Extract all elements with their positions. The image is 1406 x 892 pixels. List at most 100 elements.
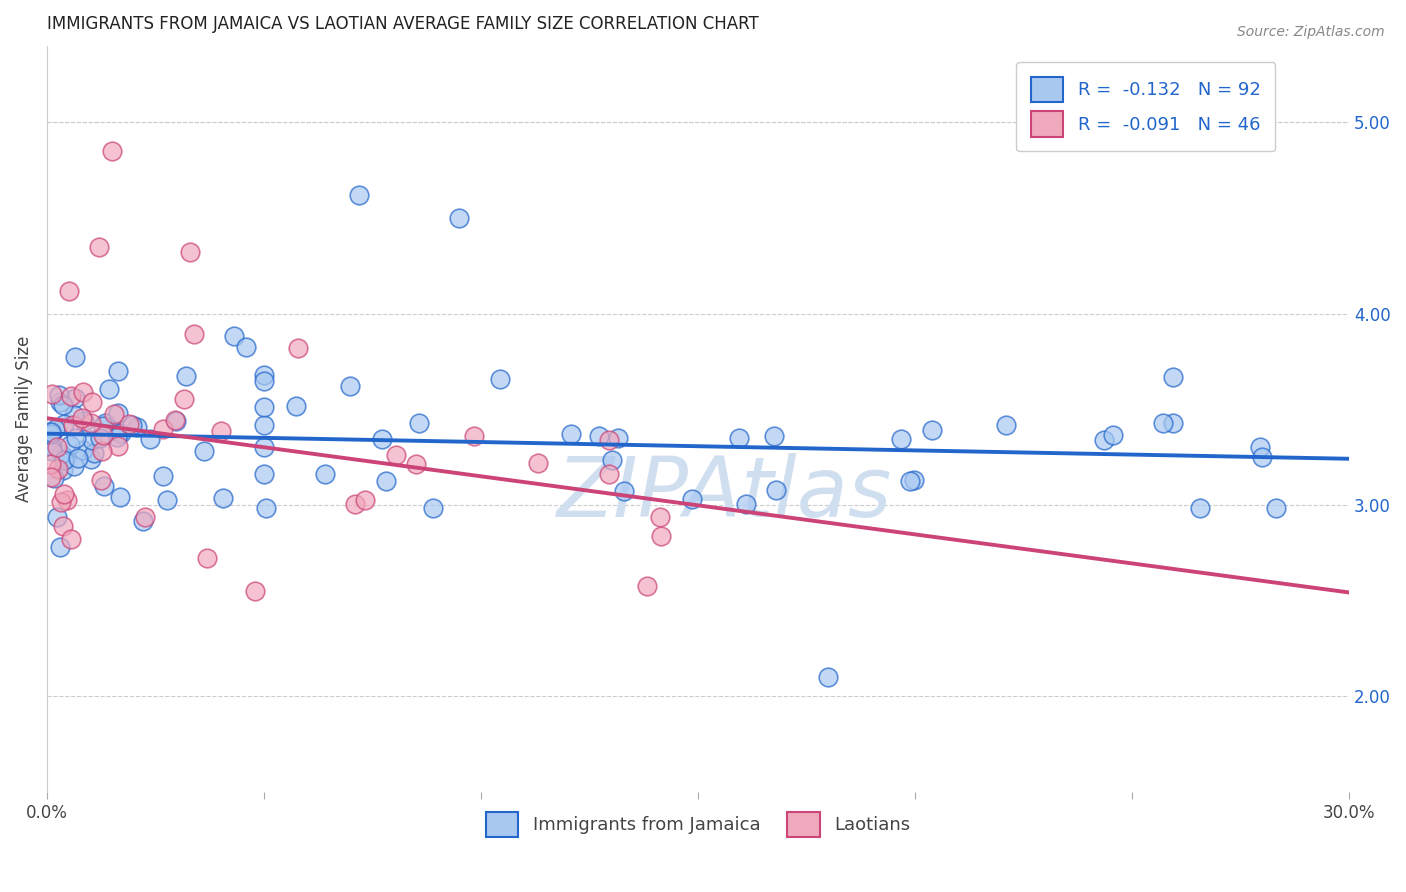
Point bbox=[42, 471, 65, 485]
Point bbox=[80, 452, 103, 467]
Point bbox=[41, 386, 63, 401]
Point bbox=[110, 426, 132, 441]
Y-axis label: Average Family Size: Average Family Size bbox=[15, 335, 32, 502]
Point bbox=[53, 417, 76, 431]
Point bbox=[253, 368, 276, 383]
Point bbox=[39, 425, 62, 439]
Point bbox=[762, 429, 785, 443]
Point bbox=[93, 479, 115, 493]
Point bbox=[287, 341, 309, 355]
Point bbox=[254, 500, 277, 515]
Point bbox=[176, 369, 198, 384]
Point bbox=[107, 439, 129, 453]
Point bbox=[46, 461, 69, 475]
Point bbox=[101, 144, 124, 158]
Point bbox=[1249, 440, 1271, 454]
Point bbox=[52, 463, 75, 477]
Point bbox=[52, 398, 75, 412]
Point bbox=[314, 467, 336, 481]
Point bbox=[39, 470, 62, 484]
Point bbox=[253, 417, 276, 432]
Point bbox=[195, 551, 218, 566]
Point bbox=[82, 433, 104, 447]
Point bbox=[1161, 370, 1184, 384]
Point bbox=[91, 427, 114, 442]
Point bbox=[253, 400, 276, 414]
Point bbox=[72, 443, 94, 458]
Point bbox=[488, 372, 510, 386]
Point bbox=[600, 452, 623, 467]
Point bbox=[39, 439, 62, 453]
Point bbox=[1161, 416, 1184, 430]
Point bbox=[1102, 428, 1125, 442]
Point bbox=[152, 422, 174, 436]
Point bbox=[83, 446, 105, 460]
Point bbox=[183, 326, 205, 341]
Point bbox=[613, 483, 636, 498]
Point bbox=[94, 416, 117, 430]
Point bbox=[62, 408, 84, 422]
Point bbox=[90, 473, 112, 487]
Point bbox=[449, 211, 471, 225]
Point bbox=[89, 431, 111, 445]
Point bbox=[765, 483, 787, 497]
Point bbox=[62, 417, 84, 432]
Point bbox=[173, 392, 195, 406]
Point bbox=[650, 529, 672, 543]
Point bbox=[49, 394, 72, 409]
Point bbox=[53, 486, 76, 500]
Point bbox=[598, 433, 620, 447]
Point bbox=[253, 374, 276, 388]
Point bbox=[91, 419, 114, 434]
Point bbox=[253, 467, 276, 481]
Point bbox=[994, 418, 1017, 433]
Point bbox=[108, 490, 131, 504]
Point bbox=[607, 431, 630, 445]
Point bbox=[165, 414, 187, 428]
Point bbox=[405, 457, 427, 471]
Point bbox=[87, 240, 110, 254]
Point bbox=[285, 399, 308, 413]
Point bbox=[105, 430, 128, 444]
Point bbox=[728, 432, 751, 446]
Point bbox=[90, 443, 112, 458]
Point bbox=[44, 422, 66, 436]
Point bbox=[107, 364, 129, 378]
Point bbox=[59, 437, 82, 451]
Point bbox=[349, 188, 371, 202]
Point bbox=[41, 425, 63, 440]
Point bbox=[179, 245, 201, 260]
Point bbox=[58, 284, 80, 298]
Point bbox=[735, 497, 758, 511]
Point bbox=[165, 413, 187, 427]
Point bbox=[209, 425, 232, 439]
Point bbox=[527, 456, 550, 470]
Point bbox=[152, 469, 174, 483]
Point bbox=[343, 497, 366, 511]
Point bbox=[56, 492, 79, 507]
Point bbox=[1264, 500, 1286, 515]
Point bbox=[125, 419, 148, 434]
Point bbox=[65, 350, 87, 364]
Point bbox=[39, 438, 62, 452]
Point bbox=[1251, 450, 1274, 464]
Point bbox=[385, 448, 408, 462]
Point bbox=[463, 429, 485, 443]
Point bbox=[72, 415, 94, 429]
Point bbox=[107, 426, 129, 441]
Point bbox=[598, 467, 620, 481]
Point bbox=[588, 429, 610, 443]
Point bbox=[52, 450, 75, 465]
Point bbox=[898, 475, 921, 489]
Point bbox=[422, 501, 444, 516]
Point bbox=[235, 340, 257, 354]
Point bbox=[253, 440, 276, 454]
Point bbox=[103, 407, 125, 421]
Point bbox=[339, 379, 361, 393]
Point bbox=[79, 416, 101, 430]
Point bbox=[41, 443, 63, 458]
Point bbox=[49, 540, 72, 554]
Legend: Immigrants from Jamaica, Laotians: Immigrants from Jamaica, Laotians bbox=[477, 803, 920, 847]
Text: Source: ZipAtlas.com: Source: ZipAtlas.com bbox=[1237, 25, 1385, 39]
Point bbox=[39, 457, 62, 471]
